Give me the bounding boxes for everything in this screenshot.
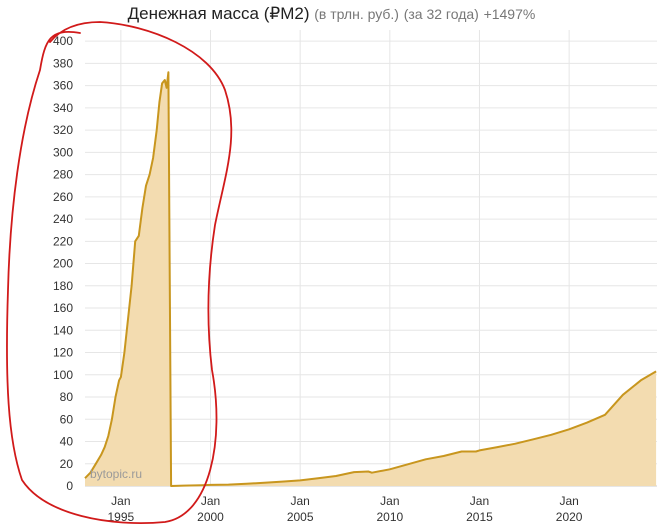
y-tick-label: 0	[66, 479, 73, 493]
y-tick-label: 200	[53, 257, 73, 271]
x-tick-month: Jan	[201, 494, 220, 508]
x-tick-month: Jan	[470, 494, 489, 508]
grid-lines	[85, 30, 657, 487]
x-tick-year: 2005	[287, 510, 314, 524]
x-tick-year: 1995	[108, 510, 135, 524]
watermark: bytopic.ru	[90, 467, 142, 481]
chart-title: Денежная масса (₽M2) (в трлн. руб.) (за …	[0, 4, 663, 24]
chart-title-main: Денежная масса (₽M2)	[127, 4, 310, 23]
y-tick-label: 320	[53, 123, 73, 137]
x-tick-month: Jan	[380, 494, 399, 508]
y-tick-label: 180	[53, 279, 73, 293]
x-tick-month: Jan	[111, 494, 130, 508]
y-tick-label: 140	[53, 323, 73, 337]
x-tick-year: 2000	[197, 510, 224, 524]
x-tick-month: Jan	[559, 494, 578, 508]
y-tick-label: 100	[53, 368, 73, 382]
chart-title-period: (за 32 года)	[403, 6, 479, 22]
y-tick-label: 240	[53, 212, 73, 226]
chart-title-unit: (в трлн. руб.)	[314, 6, 399, 22]
y-tick-label: 300	[53, 145, 73, 159]
y-tick-label: 360	[53, 79, 73, 93]
x-tick-year: 2020	[556, 510, 583, 524]
y-tick-label: 20	[60, 457, 74, 471]
series-line	[84, 71, 657, 487]
y-tick-label: 80	[60, 390, 74, 404]
x-axis: Jan 1995 Jan 2000 Jan 2005 Jan 2010 Jan 2015 Jan 20…	[108, 494, 583, 524]
y-tick-label: 220	[53, 234, 73, 248]
y-tick-label: 400	[53, 34, 73, 48]
series-area	[85, 72, 657, 487]
x-tick-year: 2010	[376, 510, 403, 524]
y-tick-label: 160	[53, 301, 73, 315]
y-tick-label: 280	[53, 168, 73, 182]
y-tick-label: 260	[53, 190, 73, 204]
annotation-circle	[6, 21, 233, 524]
x-tick-year: 2015	[466, 510, 493, 524]
y-tick-label: 40	[60, 435, 74, 449]
y-tick-label: 380	[53, 56, 73, 70]
y-tick-label: 60	[60, 412, 74, 426]
y-tick-label: 120	[53, 346, 73, 360]
y-tick-label: 340	[53, 101, 73, 115]
chart-title-change: +1497%	[483, 6, 536, 22]
x-tick-month: Jan	[290, 494, 309, 508]
y-axis: 0 20 40 60 80 100 120 140 160 180 200 220 240 260 280 3…	[53, 34, 73, 493]
